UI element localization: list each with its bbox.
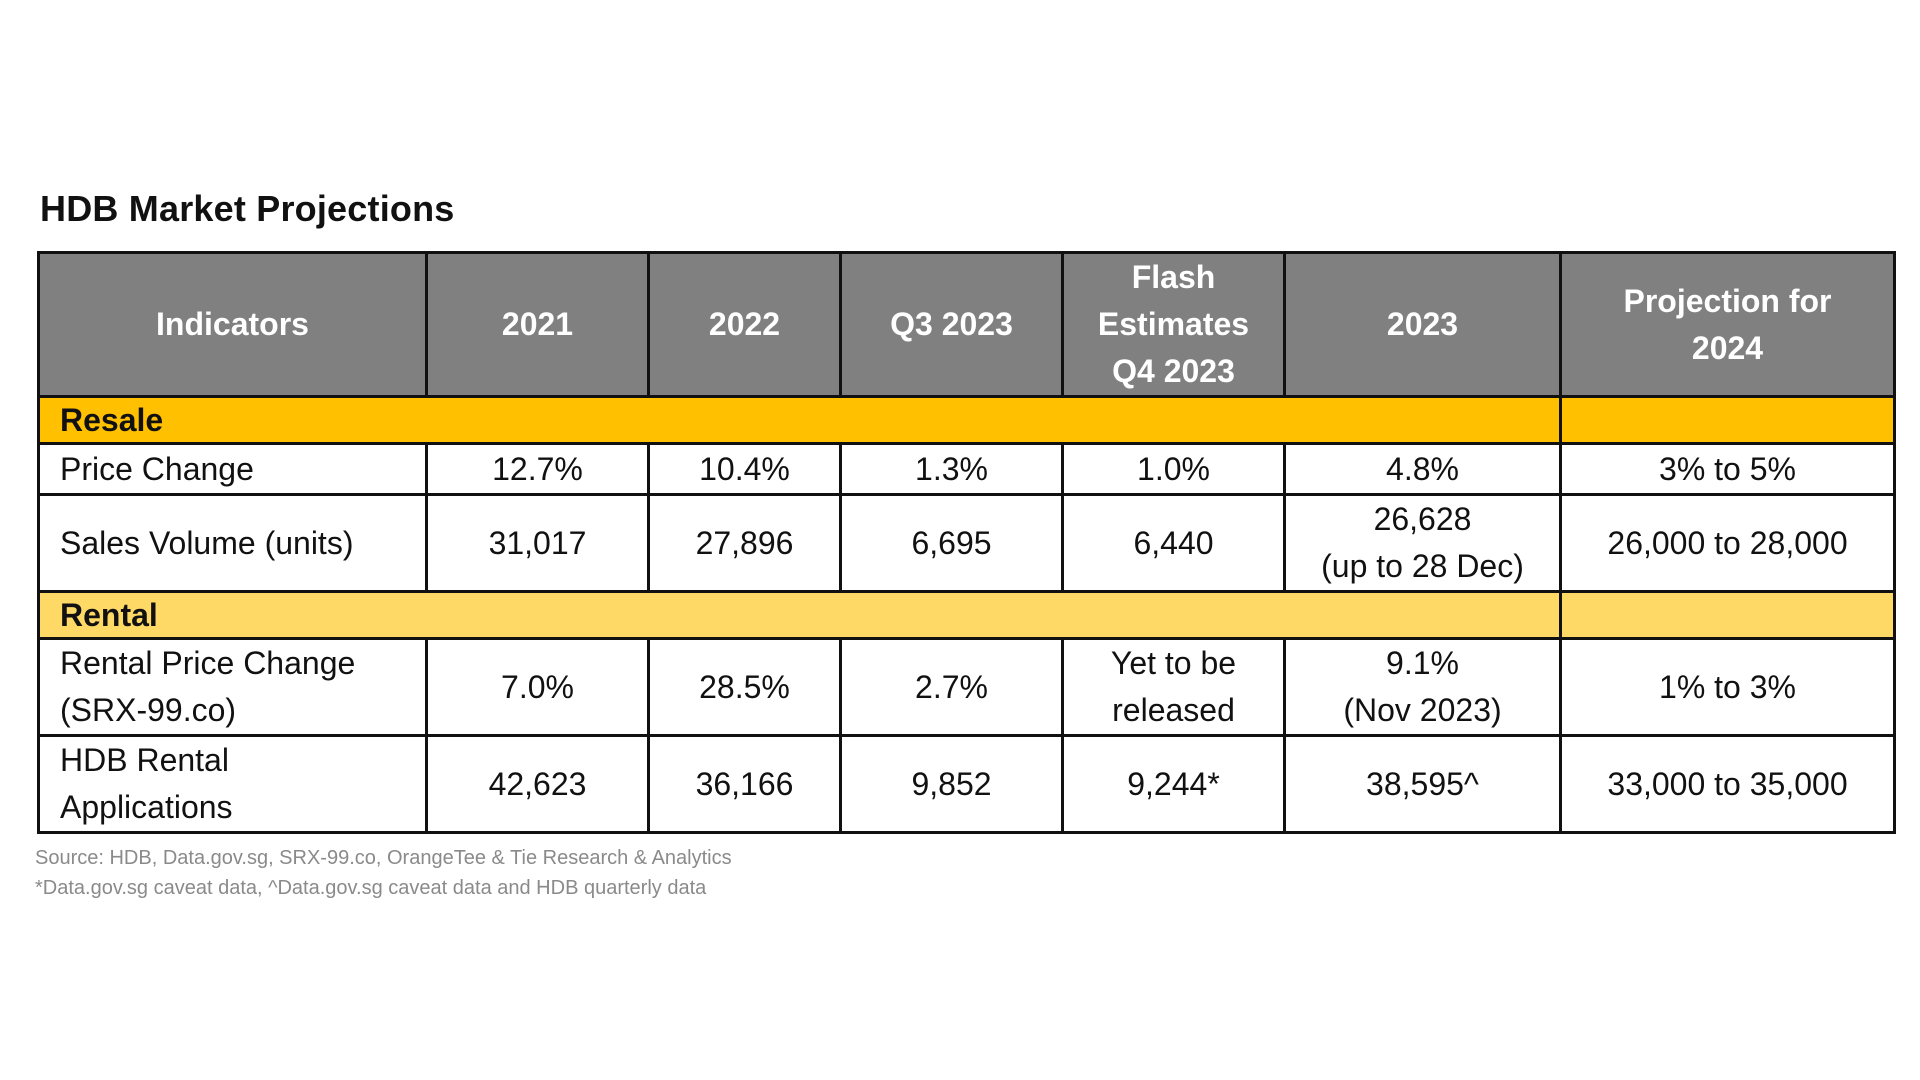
indicator-cell: Price Change	[37, 442, 428, 496]
value-cell: 36,166	[647, 734, 842, 834]
value-line: 1.0%	[1137, 450, 1210, 487]
value-line: 9,244*	[1127, 765, 1220, 802]
value-line: 2.7%	[915, 668, 988, 705]
header-line: Estimates	[1097, 306, 1250, 342]
header-q3-2023: Q3 2023	[839, 251, 1064, 398]
section-band-resale: Resale	[37, 395, 1896, 445]
value-cell: 26,000 to 28,000	[1559, 493, 1896, 593]
indicator-line: Applications	[60, 789, 233, 825]
value-line: 27,896	[695, 524, 794, 561]
value-cell: 7.0%	[425, 637, 650, 737]
header-line: Q3 2023	[890, 306, 1013, 342]
value-line: 6,695	[911, 524, 992, 561]
header-line: 2023	[1386, 306, 1459, 342]
value-line: 9.1%	[1386, 645, 1459, 681]
indicator-cell: Sales Volume (units)	[37, 493, 428, 593]
value-cell: 10.4%	[647, 442, 842, 496]
section-band-cell	[1559, 590, 1896, 640]
value-line: (Nov 2023)	[1343, 692, 1502, 728]
value-line: 3% to 5%	[1659, 450, 1796, 487]
value-line: 1.3%	[915, 450, 988, 487]
value-line: 31,017	[488, 524, 587, 561]
value-cell: 2.7%	[839, 637, 1064, 737]
value-cell: 1.0%	[1061, 442, 1286, 496]
header-2021: 2021	[425, 251, 650, 398]
value-line: (up to 28 Dec)	[1321, 548, 1524, 584]
indicator-line: (SRX-99.co)	[60, 692, 237, 728]
value-line: Yet to be	[1110, 645, 1237, 681]
value-line: 1% to 3%	[1659, 668, 1796, 705]
value-line: 36,166	[695, 765, 794, 802]
value-cell: 9,852	[839, 734, 1064, 834]
value-line: 26,000 to 28,000	[1607, 524, 1848, 561]
value-line: 42,623	[488, 765, 587, 802]
value-cell: 38,595^	[1283, 734, 1562, 834]
header-2022: 2022	[647, 251, 842, 398]
header-line: Q4 2023	[1112, 353, 1235, 389]
header-projection-2024: Projection for 2024	[1559, 251, 1896, 398]
header-indicators: Indicators	[37, 251, 428, 398]
section-band-cell	[1559, 395, 1896, 445]
indicator-cell: HDB Rental Applications	[37, 734, 428, 834]
value-cell: 27,896	[647, 493, 842, 593]
value-cell: 33,000 to 35,000	[1559, 734, 1896, 834]
caveat-note: *Data.gov.sg caveat data, ^Data.gov.sg c…	[35, 877, 707, 899]
value-cell: 31,017	[425, 493, 650, 593]
value-line: 33,000 to 35,000	[1607, 765, 1848, 802]
value-line: 6,440	[1133, 524, 1214, 561]
footnotes: Source: HDB, Data.gov.sg, SRX-99.co, Ora…	[35, 843, 732, 903]
header-line: Projection for	[1623, 282, 1832, 319]
section-band-rental: Rental	[37, 590, 1896, 640]
projections-table: Indicators 2021 2022 Q3 2023 Flash Estim…	[37, 251, 1896, 834]
value-cell: 28.5%	[647, 637, 842, 737]
table-row: Price Change 12.7% 10.4% 1.3% 1.0% 4.8% …	[37, 442, 1896, 496]
value-line: 9,852	[911, 765, 992, 802]
value-cell: 6,695	[839, 493, 1064, 593]
header-row: Indicators 2021 2022 Q3 2023 Flash Estim…	[37, 251, 1896, 398]
value-cell: 42,623	[425, 734, 650, 834]
header-flash-estimates: Flash Estimates Q4 2023	[1061, 251, 1286, 398]
header-line: 2022	[708, 306, 781, 342]
header-line: Indicators	[156, 306, 309, 342]
indicator-line: HDB Rental	[60, 742, 229, 778]
value-cell: 1% to 3%	[1559, 637, 1896, 737]
indicator-line: Sales Volume (units)	[60, 524, 354, 561]
page-title: HDB Market Projections	[40, 188, 455, 229]
table-row: Rental Price Change (SRX-99.co) 7.0% 28.…	[37, 637, 1896, 737]
source-note: Source: HDB, Data.gov.sg, SRX-99.co, Ora…	[35, 847, 732, 869]
table-row: HDB Rental Applications 42,623 36,166 9,…	[37, 734, 1896, 834]
indicator-line: Price Change	[60, 450, 254, 487]
header-2023: 2023	[1283, 251, 1562, 398]
value-line: 10.4%	[699, 450, 790, 487]
value-cell: 6,440	[1061, 493, 1286, 593]
value-line: 26,628	[1373, 501, 1472, 537]
table-row: Sales Volume (units) 31,017 27,896 6,695…	[37, 493, 1896, 593]
header-line: 2024	[1691, 329, 1764, 366]
value-line: 38,595^	[1366, 765, 1479, 802]
value-line: 4.8%	[1386, 450, 1459, 487]
value-line: released	[1112, 692, 1235, 728]
value-cell: 9.1% (Nov 2023)	[1283, 637, 1562, 737]
value-line: 7.0%	[501, 668, 574, 705]
value-cell: 4.8%	[1283, 442, 1562, 496]
indicator-cell: Rental Price Change (SRX-99.co)	[37, 637, 428, 737]
value-cell: 26,628 (up to 28 Dec)	[1283, 493, 1562, 593]
value-cell: 9,244*	[1061, 734, 1286, 834]
value-cell: 3% to 5%	[1559, 442, 1896, 496]
value-cell: 1.3%	[839, 442, 1064, 496]
value-cell: Yet to be released	[1061, 637, 1286, 737]
header-line: Flash	[1131, 259, 1216, 295]
value-line: 28.5%	[699, 668, 790, 705]
section-label-rental: Rental	[37, 590, 1562, 640]
indicator-line: Rental Price Change	[60, 645, 356, 681]
header-line: 2021	[501, 306, 574, 342]
section-label-resale: Resale	[37, 395, 1562, 445]
value-cell: 12.7%	[425, 442, 650, 496]
value-line: 12.7%	[492, 450, 583, 487]
